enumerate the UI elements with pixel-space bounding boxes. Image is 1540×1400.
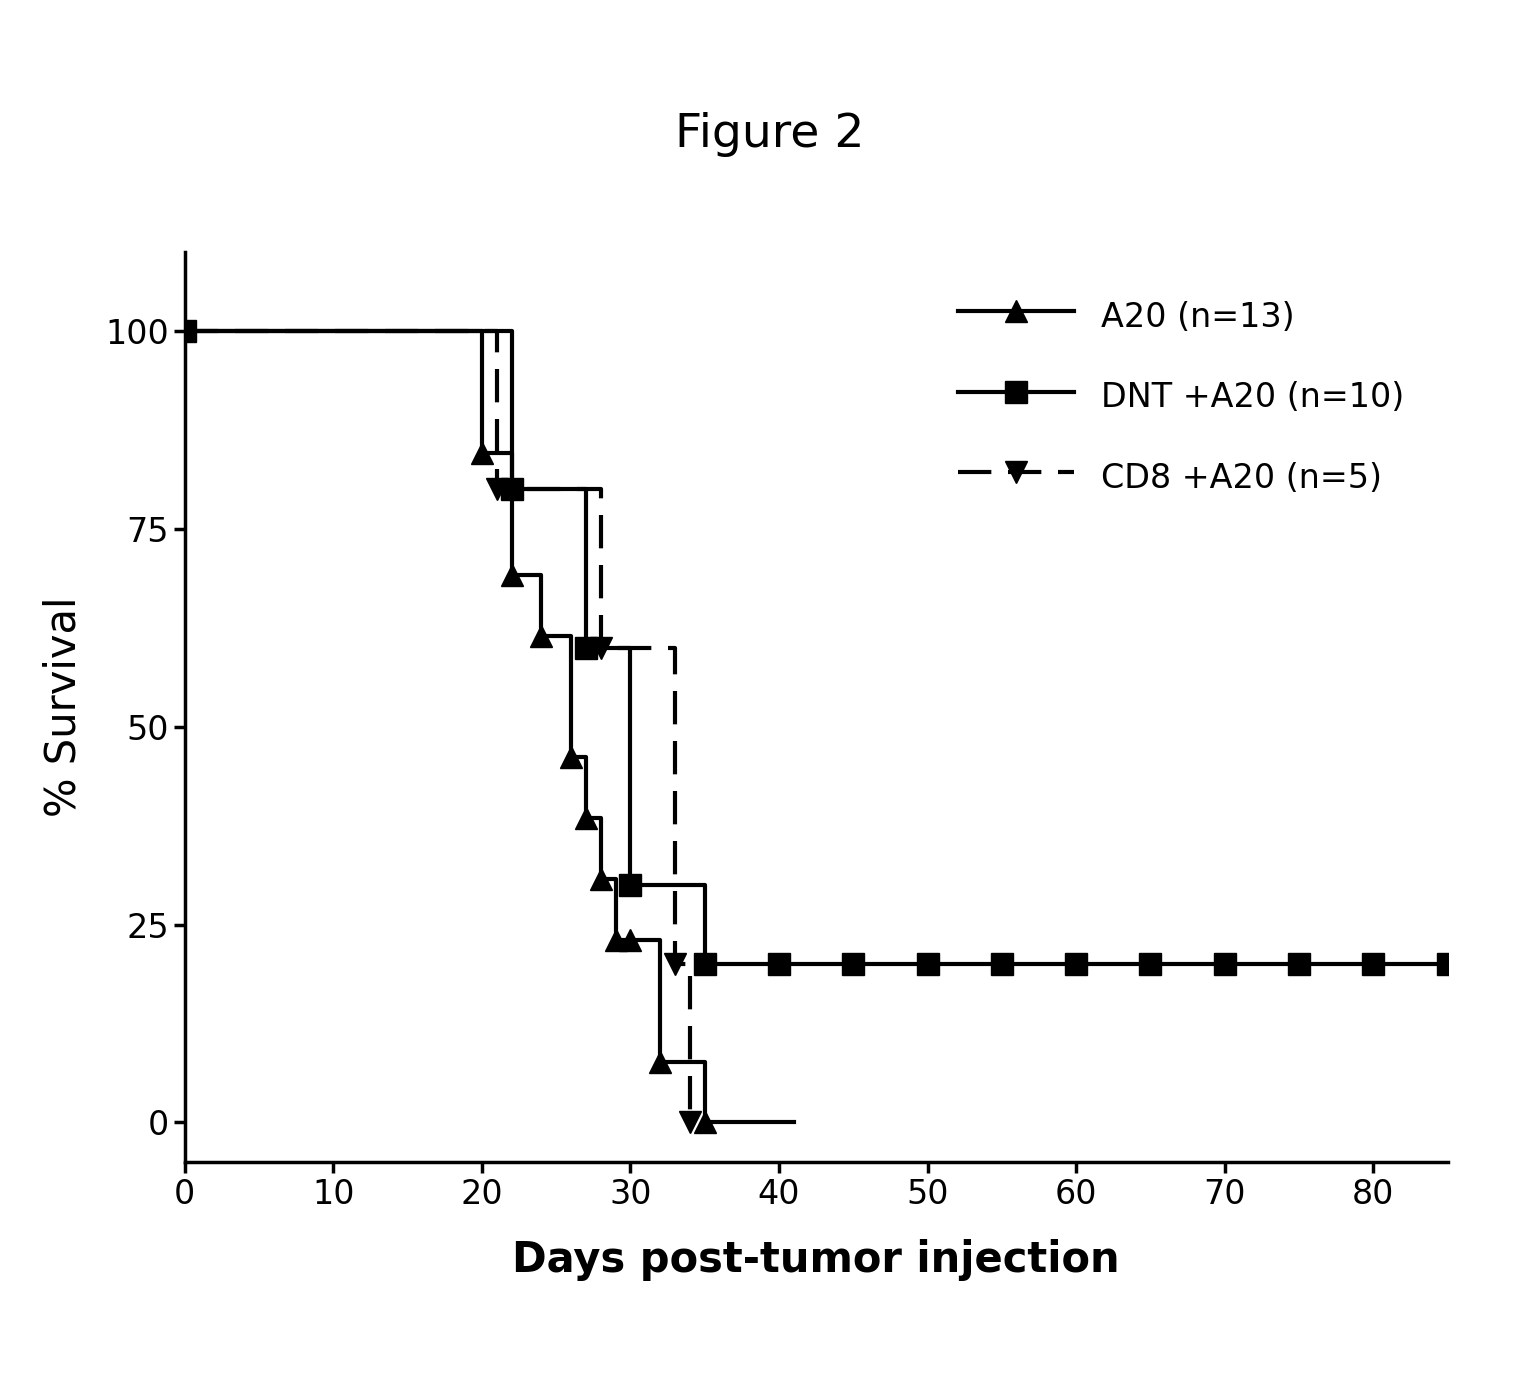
X-axis label: Days post-tumor injection: Days post-tumor injection bbox=[513, 1239, 1120, 1281]
Legend: A20 (n=13), DNT +A20 (n=10), CD8 +A20 (n=5): A20 (n=13), DNT +A20 (n=10), CD8 +A20 (n… bbox=[932, 269, 1431, 524]
Text: Figure 2: Figure 2 bbox=[675, 112, 865, 157]
Y-axis label: % Survival: % Survival bbox=[42, 596, 85, 818]
